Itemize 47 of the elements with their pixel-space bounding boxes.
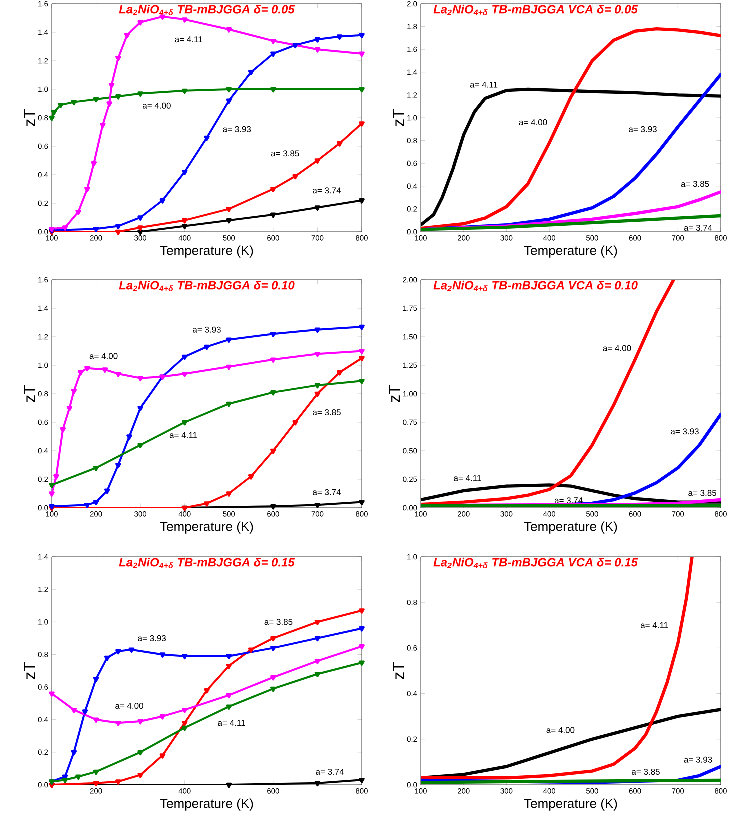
annotation: a= 4.11 — [175, 36, 202, 43]
annotation: a= 4.11 — [170, 432, 198, 438]
annotation: a= 3.93 — [629, 126, 657, 132]
x-axis-title: Temperature (K) — [524, 246, 618, 258]
annotation: a= 4.00 — [143, 102, 171, 109]
annotation: a= 3.85 — [688, 490, 717, 496]
x-axis-title: Temperature (K) — [160, 246, 254, 258]
annotation: a= 3.93 — [671, 428, 699, 435]
annotation: a= 3.85 — [313, 410, 341, 416]
y-axis-title: zT — [393, 662, 404, 680]
annotation: a= 4.00 — [116, 703, 144, 710]
annotation: a= 3.85 — [271, 150, 300, 157]
annotation: a= 3.74 — [313, 489, 342, 496]
y-axis-title: zT — [24, 662, 36, 680]
chart-title: La$_{2}$NiO$_{4+δ}$ TB-mBJGGA δ= 0.05 — [119, 4, 296, 16]
annotation: a= 4.11 — [218, 720, 246, 726]
annotation: a= 3.93 — [684, 756, 712, 763]
y-axis-title: zT — [24, 109, 36, 126]
annotation: a= 3.85 — [681, 181, 710, 188]
y-axis-title: zT — [393, 109, 404, 126]
annotation: a= 3.85 — [264, 619, 293, 626]
annotation: a= 4.00 — [603, 345, 632, 352]
x-axis-title: Temperature (K) — [524, 522, 618, 534]
annotation: a= 3.74 — [684, 225, 712, 232]
chart-title: La$_{2}$NiO$_{4+δ}$ TB-mBJGGA δ= 0.10 — [119, 280, 295, 292]
annotation: a= 4.00 — [90, 353, 118, 360]
annotation: a= 4.11 — [454, 475, 482, 482]
x-axis-title: Temperature (K) — [524, 798, 618, 811]
annotation: a= 3.74 — [313, 188, 342, 194]
chart-title: La$_{2}$NiO$_{4+δ}$ TB-mBJGGA VCA δ= 0.15 — [434, 558, 638, 569]
chart-title: La$_{2}$NiO$_{4+δ}$ TB-mBJGGA VCA δ= 0.10 — [434, 280, 638, 292]
annotation: a= 4.11 — [470, 82, 498, 88]
y-axis-title: zT — [24, 385, 36, 402]
annotation: a= 4.00 — [546, 727, 575, 734]
x-axis-title: Temperature (K) — [160, 798, 254, 811]
annotation: a= 3.74 — [316, 768, 344, 775]
annotation: a= 3.93 — [193, 326, 221, 333]
chart-title: La$_{2}$NiO$_{4+δ}$ TB-mBJGGA VCA δ= 0.05 — [434, 4, 638, 16]
annotation: a= 3.93 — [138, 635, 166, 642]
annotation: a= 4.00 — [519, 120, 548, 126]
annotation: a= 3.74 — [554, 498, 583, 504]
annotation: a= 3.85 — [632, 769, 660, 776]
x-axis-title: Temperature (K) — [160, 522, 254, 534]
annotation: a= 3.93 — [223, 126, 252, 132]
chart-title: La$_{2}$NiO$_{4+δ}$ TB-mBJGGA δ= 0.15 — [119, 558, 296, 569]
annotation: a= 4.11 — [640, 622, 668, 628]
y-axis-title: zT — [389, 385, 400, 402]
